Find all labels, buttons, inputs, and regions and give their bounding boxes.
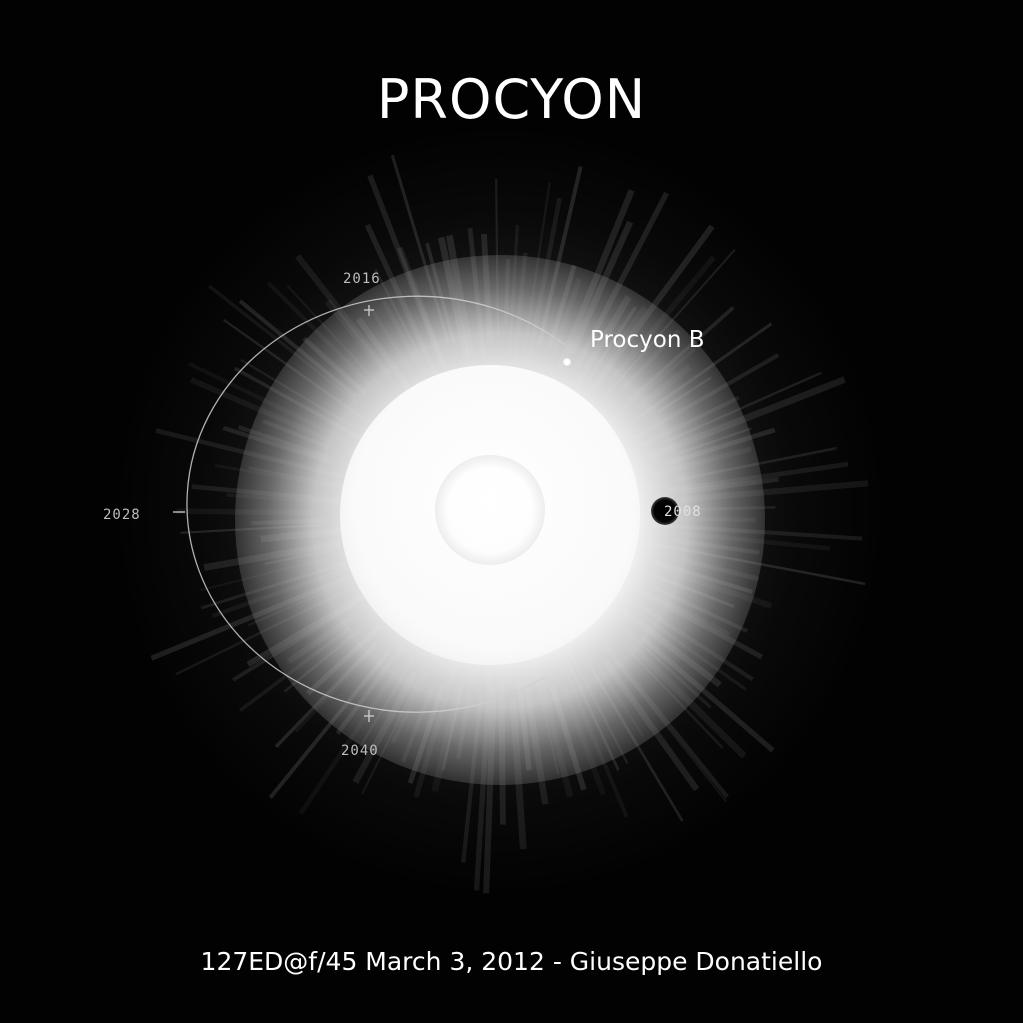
dark-artifact bbox=[651, 497, 679, 525]
photo-caption: 127ED@f/45 March 3, 2012 - Giuseppe Dona… bbox=[200, 947, 823, 976]
orbit-year-top: 2016 bbox=[343, 271, 381, 287]
procyon-b-star bbox=[563, 358, 571, 366]
page-title: PROCYON bbox=[376, 68, 647, 131]
companion-label: Procyon B bbox=[590, 327, 705, 353]
companion-pointer bbox=[571, 367, 601, 401]
orbit-year-bottom: 2040 bbox=[341, 743, 379, 759]
orbit-year-left: 2028 bbox=[103, 507, 141, 523]
orbit-path bbox=[186, 295, 566, 713]
orbit-year-right: 2008 bbox=[664, 504, 702, 520]
